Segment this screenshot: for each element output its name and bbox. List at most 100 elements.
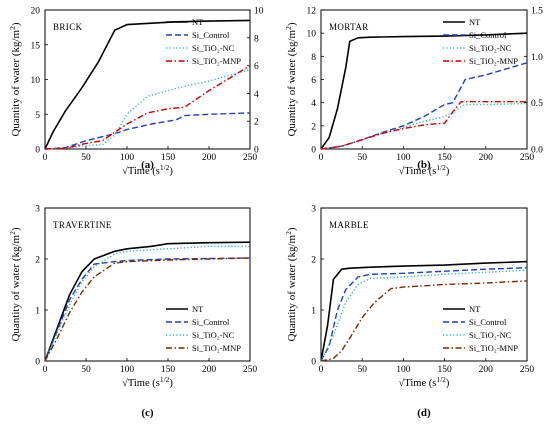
y-tick-label: 10 [31,76,41,86]
x-tick-label: 0 [43,153,48,163]
series-line-si-tio-nc [320,102,528,150]
y-tick-label: 0 [311,358,316,368]
legend-label: Si_TiO₂-MNP [469,343,518,353]
legend-label: Si_TiO₂-NC [469,330,512,340]
y-axis-label-sup: 2 [284,231,293,235]
y-tick-label: 2 [311,122,316,132]
y2-tick-label: 1.0 [531,53,543,63]
legend-label: Si_TiO₂-NC [469,43,512,53]
plot-frame [320,207,528,362]
x-tick-label: 50 [357,365,367,375]
chart-panel-mortar: 0 50 100 150 200 250 0 2 4 6 8 10 12 0.0 0.5 1.0 1.5 Quan… [284,7,543,178]
x-axis-label-sup: 1/2 [436,375,446,384]
x-tick-label: 150 [161,365,176,375]
x-axis-label: √Time (s1/2) [122,163,173,177]
y2-tick-label: 6 [254,62,259,72]
series-line-si-tio-nc [44,245,250,362]
y-tick-label: 6 [311,76,316,86]
x-axis-label-end: ) [446,378,450,389]
y-axis-label-sup: 2 [284,26,293,30]
legend: NT Si_Control Si_TiO₂-NC Si_TiO₂-MNP [166,304,241,353]
y2-tick-label: 0.0 [531,146,543,156]
y-tick-label: 1 [35,307,40,317]
legend-label: Si_TiO₂-NC [192,330,235,340]
x-axis-label-text: √Time (s [399,165,437,177]
panel-caption: (c) [141,407,154,419]
panel-label: MARBLE [329,220,369,230]
y-axis-label-sup: 2 [8,231,17,235]
y-axis-label: Quantity of water (kg/m2) [8,227,22,341]
series-line-nt [320,260,528,362]
x-tick-label: 100 [396,153,411,163]
series-line-si-tio-mnp [320,100,527,150]
series-line-nt [44,241,251,362]
y2-tick-label: 10 [254,7,264,17]
y-tick-label: 3 [35,205,40,215]
x-tick-label: 150 [437,365,452,375]
x-tick-label: 50 [357,153,367,163]
legend-label: Si_Control [192,30,230,40]
y-tick-label: 15 [31,41,41,51]
plot-frame [44,207,251,362]
y-axis-label-end: ) [10,22,22,26]
x-axis-label-end: ) [446,166,450,177]
legend-label: Si_TiO₂-MNP [469,56,518,66]
legend-label: NT [469,17,481,27]
legend-label: Si_Control [192,317,230,327]
series-line-nt [320,32,528,150]
y-axis-label-end: ) [286,227,298,231]
y2-tick-label: 1.5 [531,7,543,17]
x-tick-label: 0 [43,365,48,375]
y-axis-label: Quantity of water (kg/m2) [284,227,298,341]
y2-tick-label: 2 [254,118,259,128]
x-tick-label: 200 [479,365,494,375]
legend-label: Si_TiO₂-MNP [192,343,241,353]
y-axis-label-end: ) [286,22,298,26]
legend: NT Si_Control Si_TiO₂-NC Si_TiO₂-MNP [443,304,518,353]
chart-panel-travertine: 0 50 100 150 200 250 0 1 2 3 Quantity of water (kg… [8,205,257,420]
x-tick-label: 250 [520,365,535,375]
panel-label: TRAVERTINE [53,220,112,230]
x-tick-label: 0 [319,365,324,375]
y-axis-label-sup: 2 [8,26,17,30]
series-line-si-tio-mnp [44,257,251,362]
panel-caption: (b) [417,159,431,171]
legend-label: Si_Control [469,317,507,327]
x-axis-label-sup: 1/2 [160,375,170,384]
x-axis-label-text: √Time (s [399,377,437,389]
y-axis-label: Quantity of water (kg/m2) [8,22,22,136]
series-line-si-tio-nc [44,69,251,150]
x-tick-label: 250 [520,153,535,163]
y2-tick-label: 4 [254,90,259,100]
y-tick-label: 0 [311,146,316,156]
x-tick-label: 100 [120,365,135,375]
legend-label: Si_Control [469,30,507,40]
x-tick-label: 150 [161,153,176,163]
chart-panel-marble: 0 50 100 150 200 250 0 1 2 3 Quantity of water (kg… [284,205,534,420]
panel-caption: (d) [417,407,431,419]
y-axis-label-text: Quantity of water (kg/m [286,234,298,341]
legend-label: Si_TiO₂-NC [192,43,235,53]
y-tick-label: 4 [311,99,316,109]
y-tick-label: 5 [35,111,40,121]
x-axis-label: √Time (s1/2) [399,163,450,177]
series-line-si-control [44,112,251,150]
x-axis-label-end: ) [169,166,173,177]
x-tick-label: 200 [479,153,494,163]
x-tick-label: 250 [243,365,258,375]
y-axis-label-text: Quantity of water (kg/m [10,29,22,136]
y-tick-label: 1 [311,307,316,317]
series-line-si-tio-mnp [320,280,528,362]
series-line-si-control [320,62,528,150]
series-line-si-control [44,257,251,362]
x-axis-label-sup: 1/2 [160,163,170,172]
y-tick-label: 20 [31,7,41,17]
y-axis-label-text: Quantity of water (kg/m [286,29,298,136]
y2-tick-label: 0.5 [531,99,543,109]
y-tick-label: 10 [307,30,317,40]
x-tick-label: 0 [319,153,324,163]
y2-tick-label: 0 [254,146,259,156]
x-axis-label: √Time (s1/2) [399,375,450,389]
